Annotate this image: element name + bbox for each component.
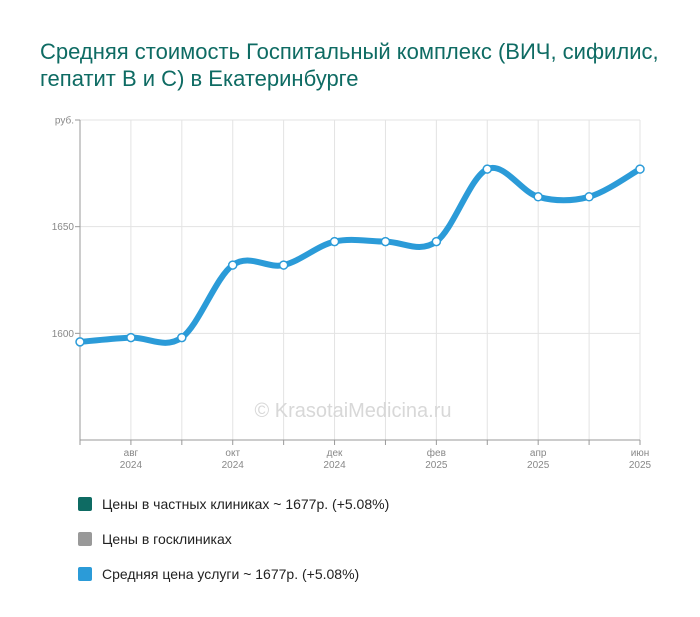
data-point [431, 236, 442, 247]
data-point [482, 164, 493, 174]
series-layer [77, 164, 643, 346]
data-point [75, 337, 85, 347]
data-point [177, 332, 187, 343]
legend-label-average: Средняя цена услуги ~ 1677р. (+5.08%) [102, 565, 360, 582]
point-layer [75, 164, 645, 347]
legend-swatch-public [78, 531, 92, 546]
x-tick-label-month: окт [225, 448, 240, 459]
data-point [227, 260, 238, 270]
x-tick-label-year: 2025 [629, 460, 652, 471]
x-tick-label-year: 2025 [425, 460, 448, 471]
legend-item-private[interactable]: Цены в частных клиниках ~ 1677р. (+5.08%… [78, 486, 389, 521]
x-tick-label-month: июн [631, 448, 650, 459]
legend: Цены в частных клиниках ~ 1677р. (+5.08%… [78, 486, 389, 591]
x-tick-label-year: 2024 [120, 460, 143, 471]
y-tick-label: руб. [55, 115, 74, 127]
legend-swatch-average [78, 566, 92, 581]
watermark: © KrasotaiMedicina.ru [254, 400, 451, 422]
data-point [380, 236, 391, 247]
x-tick-label-year: 2025 [527, 460, 550, 471]
x-tick-label-month: апр [530, 448, 547, 459]
data-point [278, 260, 289, 270]
axis-layer: руб.16501600авг2024окт2024дек2024фев2025… [52, 115, 652, 472]
legend-item-public[interactable]: Цены в госклиниках [78, 521, 389, 556]
legend-label-private: Цены в частных клиниках ~ 1677р. (+5.08%… [102, 495, 390, 512]
legend-label-public: Цены в госклиниках [102, 530, 232, 547]
legend-swatch-private [78, 496, 92, 511]
legend-item-average[interactable]: Средняя цена услуги ~ 1677р. (+5.08%) [78, 556, 389, 591]
x-tick-label-month: фев [427, 447, 446, 459]
data-point [126, 332, 136, 343]
grid-layer [80, 119, 641, 440]
x-tick-label-year: 2024 [222, 460, 245, 471]
y-tick-label: 1650 [52, 222, 75, 233]
data-point [533, 192, 543, 202]
data-point [635, 164, 645, 174]
y-tick-label: 1600 [52, 329, 75, 340]
x-tick-label-month: дек [327, 448, 343, 459]
x-tick-label-year: 2024 [323, 460, 346, 471]
chart-title: Средняя стоимость Госпитальный комплекс … [40, 39, 659, 91]
data-point [329, 236, 340, 247]
data-point [584, 192, 594, 202]
x-tick-label-month: авг [124, 448, 139, 459]
series-line-average [77, 164, 643, 346]
